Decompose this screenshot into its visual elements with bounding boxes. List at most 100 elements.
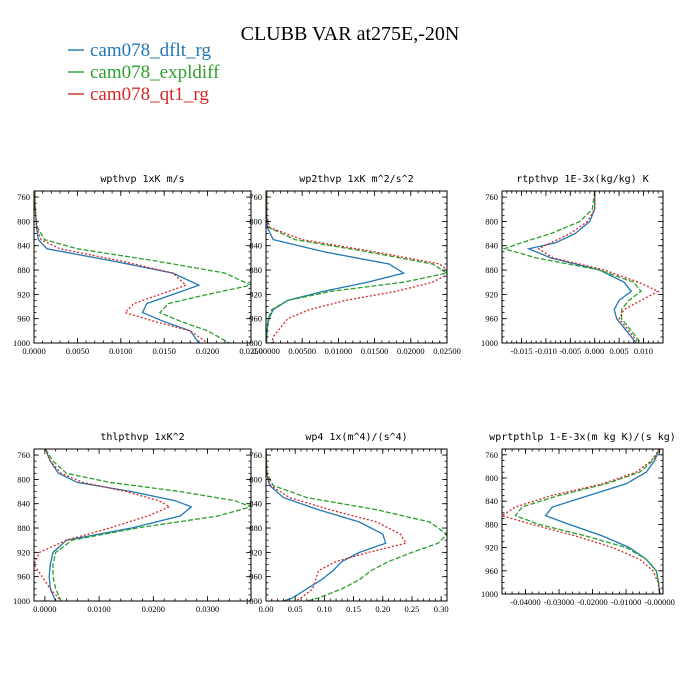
y-tick-label: 880	[17, 523, 30, 533]
y-tick-label: 880	[485, 519, 498, 529]
y-tick-label: 1000	[481, 338, 498, 348]
x-tick-label: 0.01000	[325, 346, 353, 356]
chart-panel: wp4 1x(m^4)/(s^4) 0.00 0.05 0.10 0.15 0.20 0.2…	[245, 432, 449, 614]
y-tick-label: 920	[249, 547, 262, 557]
y-tick-label: 880	[249, 265, 262, 275]
x-tick-label: 0.0150	[153, 346, 176, 356]
y-tick-label: 960	[249, 572, 262, 582]
y-tick-label: 1000	[13, 338, 30, 348]
legend-label: cam078_dflt_rg	[90, 40, 212, 61]
y-tick-label: 960	[17, 314, 30, 324]
plot-frame	[501, 190, 664, 344]
y-tick-label: 1000	[245, 596, 262, 606]
panel-title: wp2thvp 1xK m^2/s^2	[299, 174, 413, 185]
chart-panel: thlpthvp 1xK^2 0.0000 0.0100 0.0200 0.0300 76…	[13, 432, 252, 614]
panel-title: wp4 1x(m^4)/(s^4)	[305, 432, 407, 443]
y-tick-label: 960	[485, 566, 498, 576]
y-tick-label: 800	[17, 474, 30, 484]
x-tick-label: -0.010	[535, 346, 557, 356]
series-line	[537, 191, 660, 343]
x-tick-label: 0.02000	[397, 346, 425, 356]
y-tick-label: 960	[249, 314, 262, 324]
y-tick-label: 920	[485, 289, 498, 299]
y-tick-label: 840	[249, 499, 262, 509]
legend-entry: cam078_dflt_rg	[68, 40, 212, 61]
legend-entry: cam078_expldiff	[68, 62, 220, 83]
chart-panel: wp2thvp 1xK m^2/s^2 0.00000 0.00500 0.01000…	[245, 174, 461, 356]
y-tick-label: 880	[249, 523, 262, 533]
y-tick-label: 880	[485, 265, 498, 275]
x-tick-label: 0.0100	[87, 604, 110, 614]
x-tick-label: -0.005	[559, 346, 581, 356]
series-line	[34, 191, 208, 343]
y-tick-label: 840	[17, 241, 30, 251]
y-tick-label: 840	[485, 496, 498, 506]
series-line	[34, 191, 201, 343]
x-tick-label: 0.010	[634, 346, 653, 356]
x-tick-label: -0.02000	[577, 597, 607, 607]
y-tick-label: 760	[17, 192, 30, 202]
x-tick-label: 0.02500	[433, 346, 461, 356]
x-tick-label: 0.0200	[142, 604, 165, 614]
legend: cam078_dflt_rgcam078_expldiffcam078_qt1_…	[68, 40, 220, 105]
y-tick-label: 920	[17, 547, 30, 557]
x-tick-label: 0.0250	[239, 346, 262, 356]
y-tick-label: 1000	[481, 589, 498, 599]
panel-title: wpthvp 1xK m/s	[100, 174, 184, 185]
x-tick-label: -0.00000	[644, 597, 674, 607]
plot-frame	[265, 448, 448, 602]
y-tick-label: 760	[249, 450, 262, 460]
series-line	[544, 449, 661, 594]
x-tick-label: -0.015	[511, 346, 533, 356]
y-tick-label: 1000	[13, 596, 30, 606]
series-line	[514, 449, 661, 594]
y-tick-label: 800	[485, 473, 498, 483]
y-tick-label: 800	[249, 474, 262, 484]
legend-label: cam078_qt1_rg	[90, 84, 209, 105]
y-tick-label: 920	[249, 289, 262, 299]
series-line	[34, 449, 172, 601]
x-tick-label: 0.00500	[288, 346, 316, 356]
x-tick-label: 0.0000	[33, 604, 56, 614]
x-tick-label: -0.01000	[611, 597, 641, 607]
series-line	[266, 191, 447, 343]
chart-panel: wprtpthlp 1-E-3x(m kg K)/(s kg) -0.04000 -…	[481, 432, 676, 607]
y-tick-label: 800	[485, 216, 498, 226]
series-line	[266, 449, 447, 601]
series-line	[44, 449, 193, 601]
y-tick-label: 920	[17, 289, 30, 299]
y-tick-label: 800	[249, 216, 262, 226]
x-tick-label: 0.0050	[66, 346, 89, 356]
x-tick-label: 0.000	[585, 346, 604, 356]
series-line	[44, 449, 251, 601]
x-tick-label: 0.30	[434, 604, 449, 614]
x-tick-label: -0.04000	[510, 597, 540, 607]
series-line	[502, 449, 661, 594]
y-tick-label: 840	[249, 241, 262, 251]
figure-title: CLUBB VAR at275E,-20N	[241, 23, 460, 45]
y-tick-label: 800	[17, 216, 30, 226]
x-tick-label: 0.00000	[252, 346, 280, 356]
chart-panel: rtpthvp 1E-3x(kg/kg) K -0.015 -0.010 -0.005…	[481, 174, 664, 356]
panels: wpthvp 1xK m/s 0.0000 0.0050 0.0100 0.0150 0.…	[13, 174, 676, 614]
y-tick-label: 760	[249, 192, 262, 202]
panel-title: rtpthvp 1E-3x(kg/kg) K	[516, 174, 648, 185]
y-tick-label: 960	[485, 314, 498, 324]
x-tick-label: 0.0200	[196, 346, 219, 356]
y-tick-label: 760	[485, 192, 498, 202]
y-tick-label: 1000	[245, 338, 262, 348]
x-tick-label: 0.005	[610, 346, 629, 356]
y-tick-label: 920	[485, 543, 498, 553]
x-tick-label: 0.0300	[196, 604, 219, 614]
legend-label: cam078_expldiff	[90, 62, 220, 83]
series-line	[266, 191, 447, 343]
y-tick-label: 960	[17, 572, 30, 582]
y-tick-label: 880	[17, 265, 30, 275]
panel-title: wprtpthlp 1-E-3x(m kg K)/(s kg)	[489, 432, 676, 443]
chart-panel: wpthvp 1xK m/s 0.0000 0.0050 0.0100 0.0150 0.…	[13, 174, 263, 356]
series-line	[502, 191, 642, 343]
x-tick-label: 0.10	[317, 604, 332, 614]
x-tick-label: 0.20	[375, 604, 390, 614]
plot-frame	[33, 190, 252, 344]
